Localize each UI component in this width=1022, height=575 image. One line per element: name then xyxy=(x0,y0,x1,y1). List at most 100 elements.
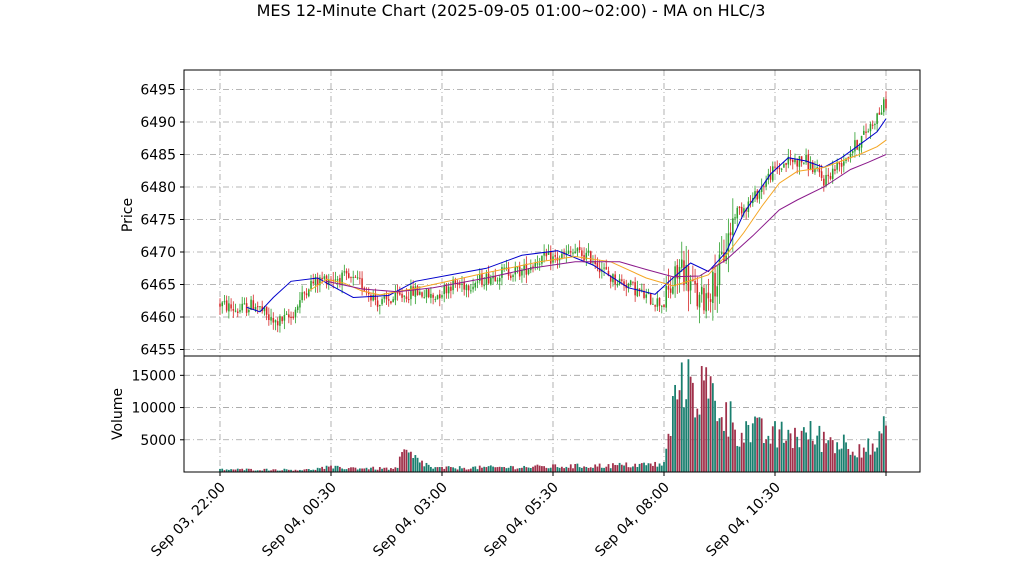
candle-body xyxy=(698,294,701,308)
candle-body xyxy=(303,292,306,294)
candle-body xyxy=(594,260,596,264)
volume-bar xyxy=(689,376,692,472)
x-tick-label: Sep 04, 00:30 xyxy=(259,480,340,561)
volume-bar xyxy=(243,470,246,472)
candle-body xyxy=(732,218,734,235)
volume-bar xyxy=(760,418,763,472)
candle-body xyxy=(498,278,501,282)
volume-bar xyxy=(227,469,230,472)
candle-body xyxy=(485,273,488,285)
candle-body xyxy=(299,300,301,308)
volume-bar xyxy=(840,448,843,472)
volume-bar xyxy=(554,464,557,472)
candle-body xyxy=(720,252,723,254)
candle-body xyxy=(758,190,761,199)
candle-body xyxy=(705,293,707,312)
volume-bar xyxy=(305,469,308,472)
volume-bar xyxy=(665,448,668,472)
candle-body xyxy=(754,191,756,199)
candle-body xyxy=(634,282,636,296)
volume-bar xyxy=(718,418,721,472)
candle-body xyxy=(376,300,379,307)
volume-bar xyxy=(541,466,543,472)
candle-body xyxy=(676,265,679,279)
candle-body xyxy=(712,271,714,303)
candle-body xyxy=(536,263,539,265)
ma-slow-line xyxy=(326,154,887,293)
volume-bar xyxy=(758,417,761,472)
candle-body xyxy=(387,299,390,301)
candle-body xyxy=(501,267,503,278)
volume-bar xyxy=(385,467,388,472)
volume-bar xyxy=(711,383,714,472)
candle-body xyxy=(243,303,246,305)
volume-bar xyxy=(607,464,610,472)
volume-bar xyxy=(705,367,708,472)
volume-bar xyxy=(734,429,736,472)
volume-bar xyxy=(390,468,392,472)
candle-body xyxy=(621,279,623,281)
candle-body xyxy=(445,286,448,294)
candle-body xyxy=(312,281,315,284)
volume-bar xyxy=(851,451,854,472)
volume-bar xyxy=(556,467,559,472)
candle-body xyxy=(574,251,576,254)
candle-body xyxy=(270,317,272,321)
volume-bar xyxy=(232,469,235,472)
candle-body xyxy=(740,206,743,214)
volume-bar xyxy=(860,457,863,472)
candle-body xyxy=(794,159,796,163)
candle-body xyxy=(603,267,605,269)
volume-bar xyxy=(676,399,679,472)
volume-y-tick-label: 10000 xyxy=(131,401,176,417)
volume-bar xyxy=(794,427,796,472)
volume-bar xyxy=(572,468,574,472)
candle-body xyxy=(581,250,583,256)
volume-bar xyxy=(507,467,510,472)
volume-bar xyxy=(501,467,503,472)
candle-body xyxy=(687,265,690,292)
volume-bar xyxy=(341,468,343,472)
volume-bar xyxy=(265,468,268,472)
candle-body xyxy=(423,297,426,299)
candle-body xyxy=(689,279,692,291)
volume-bar xyxy=(347,468,350,472)
volume-bar xyxy=(447,466,450,472)
volume-bar xyxy=(458,466,461,472)
candle-body xyxy=(609,275,612,282)
volume-bar xyxy=(663,462,665,472)
volume-bar xyxy=(674,384,676,472)
candle-body xyxy=(825,175,827,187)
candle-body xyxy=(596,262,599,268)
volume-bar xyxy=(636,466,639,472)
volume-bar xyxy=(643,462,645,472)
candle-body xyxy=(461,283,463,285)
candle-body xyxy=(308,289,310,297)
candle-body xyxy=(672,286,674,294)
volume-grid xyxy=(184,356,920,472)
candle-body xyxy=(709,299,712,302)
candle-body xyxy=(494,275,497,282)
volume-bar xyxy=(678,390,681,472)
candle-body xyxy=(849,153,852,159)
volume-bar xyxy=(820,451,823,472)
volume-bar xyxy=(774,421,776,472)
ma-fast-line xyxy=(246,118,887,313)
volume-bar xyxy=(874,451,876,472)
volume-bar xyxy=(809,421,812,472)
candle-body xyxy=(645,294,648,298)
candle-body xyxy=(248,309,250,313)
volume-bar xyxy=(585,466,588,472)
candle-body xyxy=(514,266,517,275)
candle-body xyxy=(663,304,665,308)
volume-bar xyxy=(525,467,528,472)
volume-bar xyxy=(660,465,663,472)
volume-bar xyxy=(396,467,399,472)
volume-bar xyxy=(667,433,670,472)
volume-bar xyxy=(405,449,408,472)
candle-body xyxy=(774,166,776,168)
candle-body xyxy=(772,166,774,181)
volume-bar xyxy=(743,442,745,472)
volume-bar xyxy=(383,467,386,472)
candle-body xyxy=(696,283,699,307)
